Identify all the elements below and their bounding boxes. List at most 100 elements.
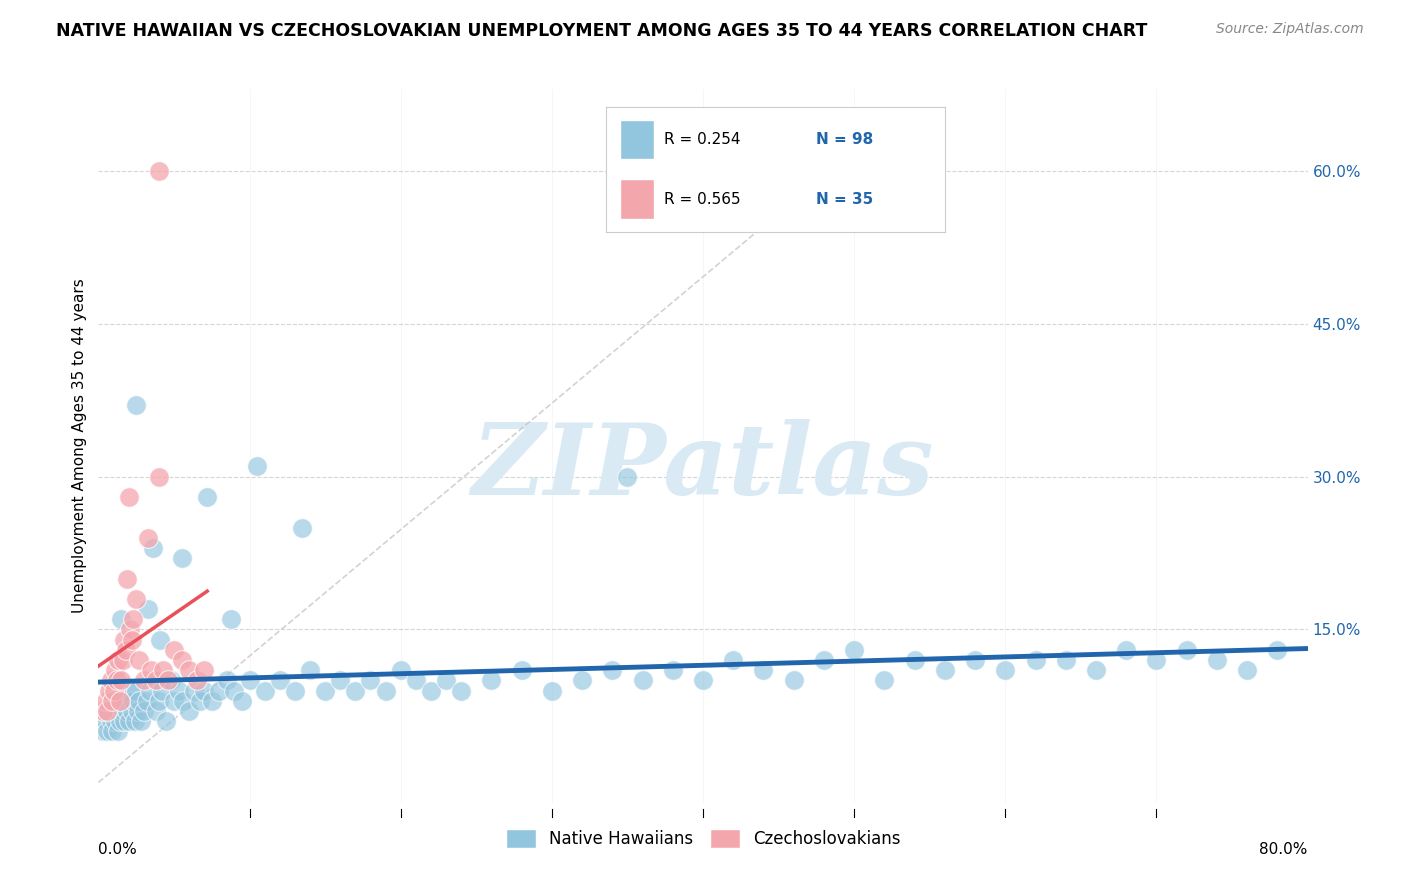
Point — [193, 683, 215, 698]
Point — [148, 694, 170, 708]
Point — [434, 673, 457, 688]
Point — [111, 653, 134, 667]
Point — [114, 694, 136, 708]
Point — [127, 704, 149, 718]
Point — [269, 673, 291, 688]
Point — [616, 469, 638, 483]
Point — [132, 704, 155, 718]
Text: ZIPatlas: ZIPatlas — [472, 419, 934, 516]
Point — [450, 683, 472, 698]
Text: 80.0%: 80.0% — [1260, 842, 1308, 857]
Point — [291, 520, 314, 534]
Point — [934, 663, 956, 677]
Point — [121, 632, 143, 647]
Point — [510, 663, 533, 677]
Point — [160, 673, 183, 688]
Point — [752, 663, 775, 677]
Point — [631, 673, 654, 688]
Point — [1206, 653, 1229, 667]
Point — [374, 683, 396, 698]
Point — [136, 531, 159, 545]
Point — [125, 591, 148, 606]
Point — [118, 714, 141, 729]
Point — [108, 714, 131, 729]
Point — [179, 704, 201, 718]
Point — [128, 653, 150, 667]
Point — [98, 683, 121, 698]
Point — [132, 673, 155, 688]
Point — [1267, 643, 1289, 657]
Point — [215, 673, 238, 688]
Point — [163, 694, 186, 708]
Point — [208, 683, 231, 698]
Point — [107, 724, 129, 739]
Point — [1175, 643, 1198, 657]
Point — [118, 490, 141, 504]
Point — [783, 673, 806, 688]
Point — [141, 663, 163, 677]
Point — [195, 490, 218, 504]
Point — [813, 653, 835, 667]
Point — [94, 694, 117, 708]
Point — [170, 653, 193, 667]
Point — [224, 683, 246, 698]
Point — [100, 714, 122, 729]
Point — [98, 704, 121, 718]
Point — [120, 623, 142, 637]
Point — [101, 694, 124, 708]
Point — [188, 694, 211, 708]
Point — [299, 663, 322, 677]
Point — [122, 612, 145, 626]
Point — [148, 163, 170, 178]
Point — [661, 663, 683, 677]
Point — [149, 632, 172, 647]
Point — [148, 469, 170, 483]
Point — [155, 714, 177, 729]
Text: 0.0%: 0.0% — [98, 842, 138, 857]
Point — [844, 643, 866, 657]
Point — [96, 724, 118, 739]
Point — [723, 653, 745, 667]
Point — [104, 663, 127, 677]
Point — [145, 673, 167, 688]
Point — [110, 694, 132, 708]
Point — [125, 398, 148, 412]
Point — [104, 714, 127, 729]
Point — [110, 612, 132, 626]
Point — [193, 663, 215, 677]
Point — [1115, 643, 1137, 657]
Point — [96, 704, 118, 718]
Point — [121, 704, 143, 718]
Point — [139, 683, 162, 698]
Point — [156, 673, 179, 688]
Point — [103, 683, 125, 698]
Point — [100, 673, 122, 688]
Text: NATIVE HAWAIIAN VS CZECHOSLOVAKIAN UNEMPLOYMENT AMONG AGES 35 TO 44 YEARS CORREL: NATIVE HAWAIIAN VS CZECHOSLOVAKIAN UNEMP… — [56, 22, 1147, 40]
Y-axis label: Unemployment Among Ages 35 to 44 years: Unemployment Among Ages 35 to 44 years — [72, 278, 87, 614]
Point — [360, 673, 382, 688]
Point — [136, 602, 159, 616]
Point — [1024, 653, 1046, 667]
Point — [103, 694, 125, 708]
Point — [965, 653, 987, 667]
Point — [170, 551, 193, 566]
Point — [105, 673, 128, 688]
Point — [91, 724, 114, 739]
Point — [129, 714, 152, 729]
Point — [246, 459, 269, 474]
Point — [201, 694, 224, 708]
Point — [101, 724, 124, 739]
Point — [150, 683, 173, 698]
Point — [110, 673, 132, 688]
Point — [105, 704, 128, 718]
Point — [122, 694, 145, 708]
Point — [1236, 663, 1258, 677]
Point — [167, 683, 190, 698]
Point — [125, 683, 148, 698]
Point — [124, 714, 146, 729]
Point — [344, 683, 367, 698]
Point — [172, 694, 194, 708]
Point — [873, 673, 896, 688]
Text: Source: ZipAtlas.com: Source: ZipAtlas.com — [1216, 22, 1364, 37]
Point — [602, 663, 624, 677]
